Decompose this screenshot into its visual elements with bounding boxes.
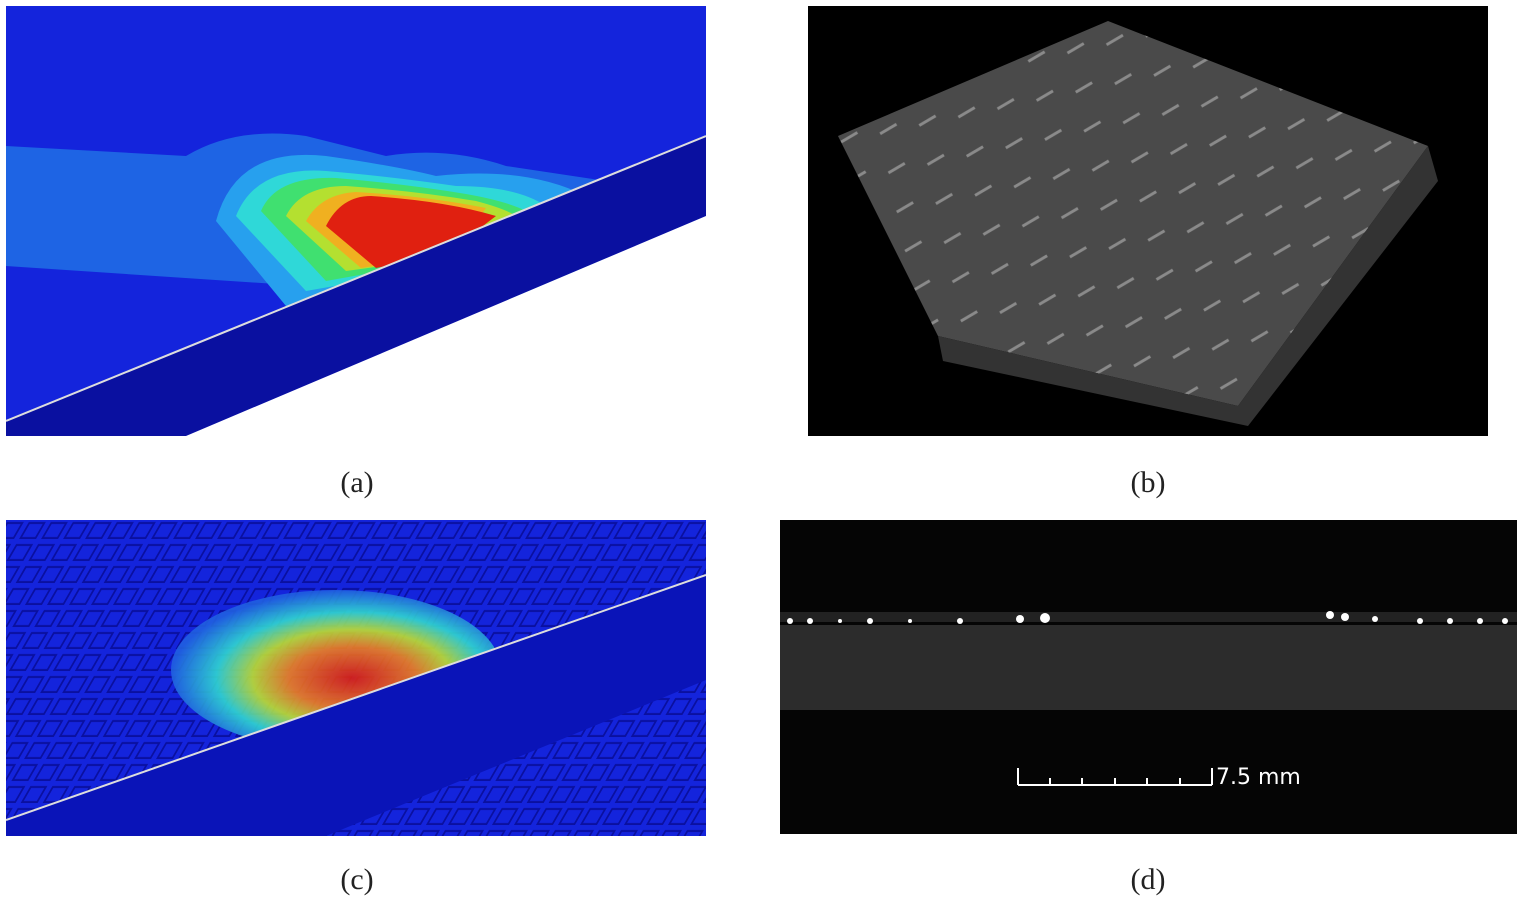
panel-d-image: 7.5 mm	[780, 520, 1517, 834]
scale-bar	[1017, 768, 1213, 786]
panel-b-image	[808, 6, 1488, 436]
caption-d: (d)	[1130, 863, 1166, 896]
caption-a: (a)	[340, 466, 374, 499]
scale-bar-label: 7.5 mm	[1216, 765, 1301, 790]
panel-c-image	[6, 520, 706, 836]
caption-c: (c)	[340, 863, 374, 896]
caption-b: (b)	[1130, 466, 1166, 499]
panel-a-image	[6, 6, 706, 436]
